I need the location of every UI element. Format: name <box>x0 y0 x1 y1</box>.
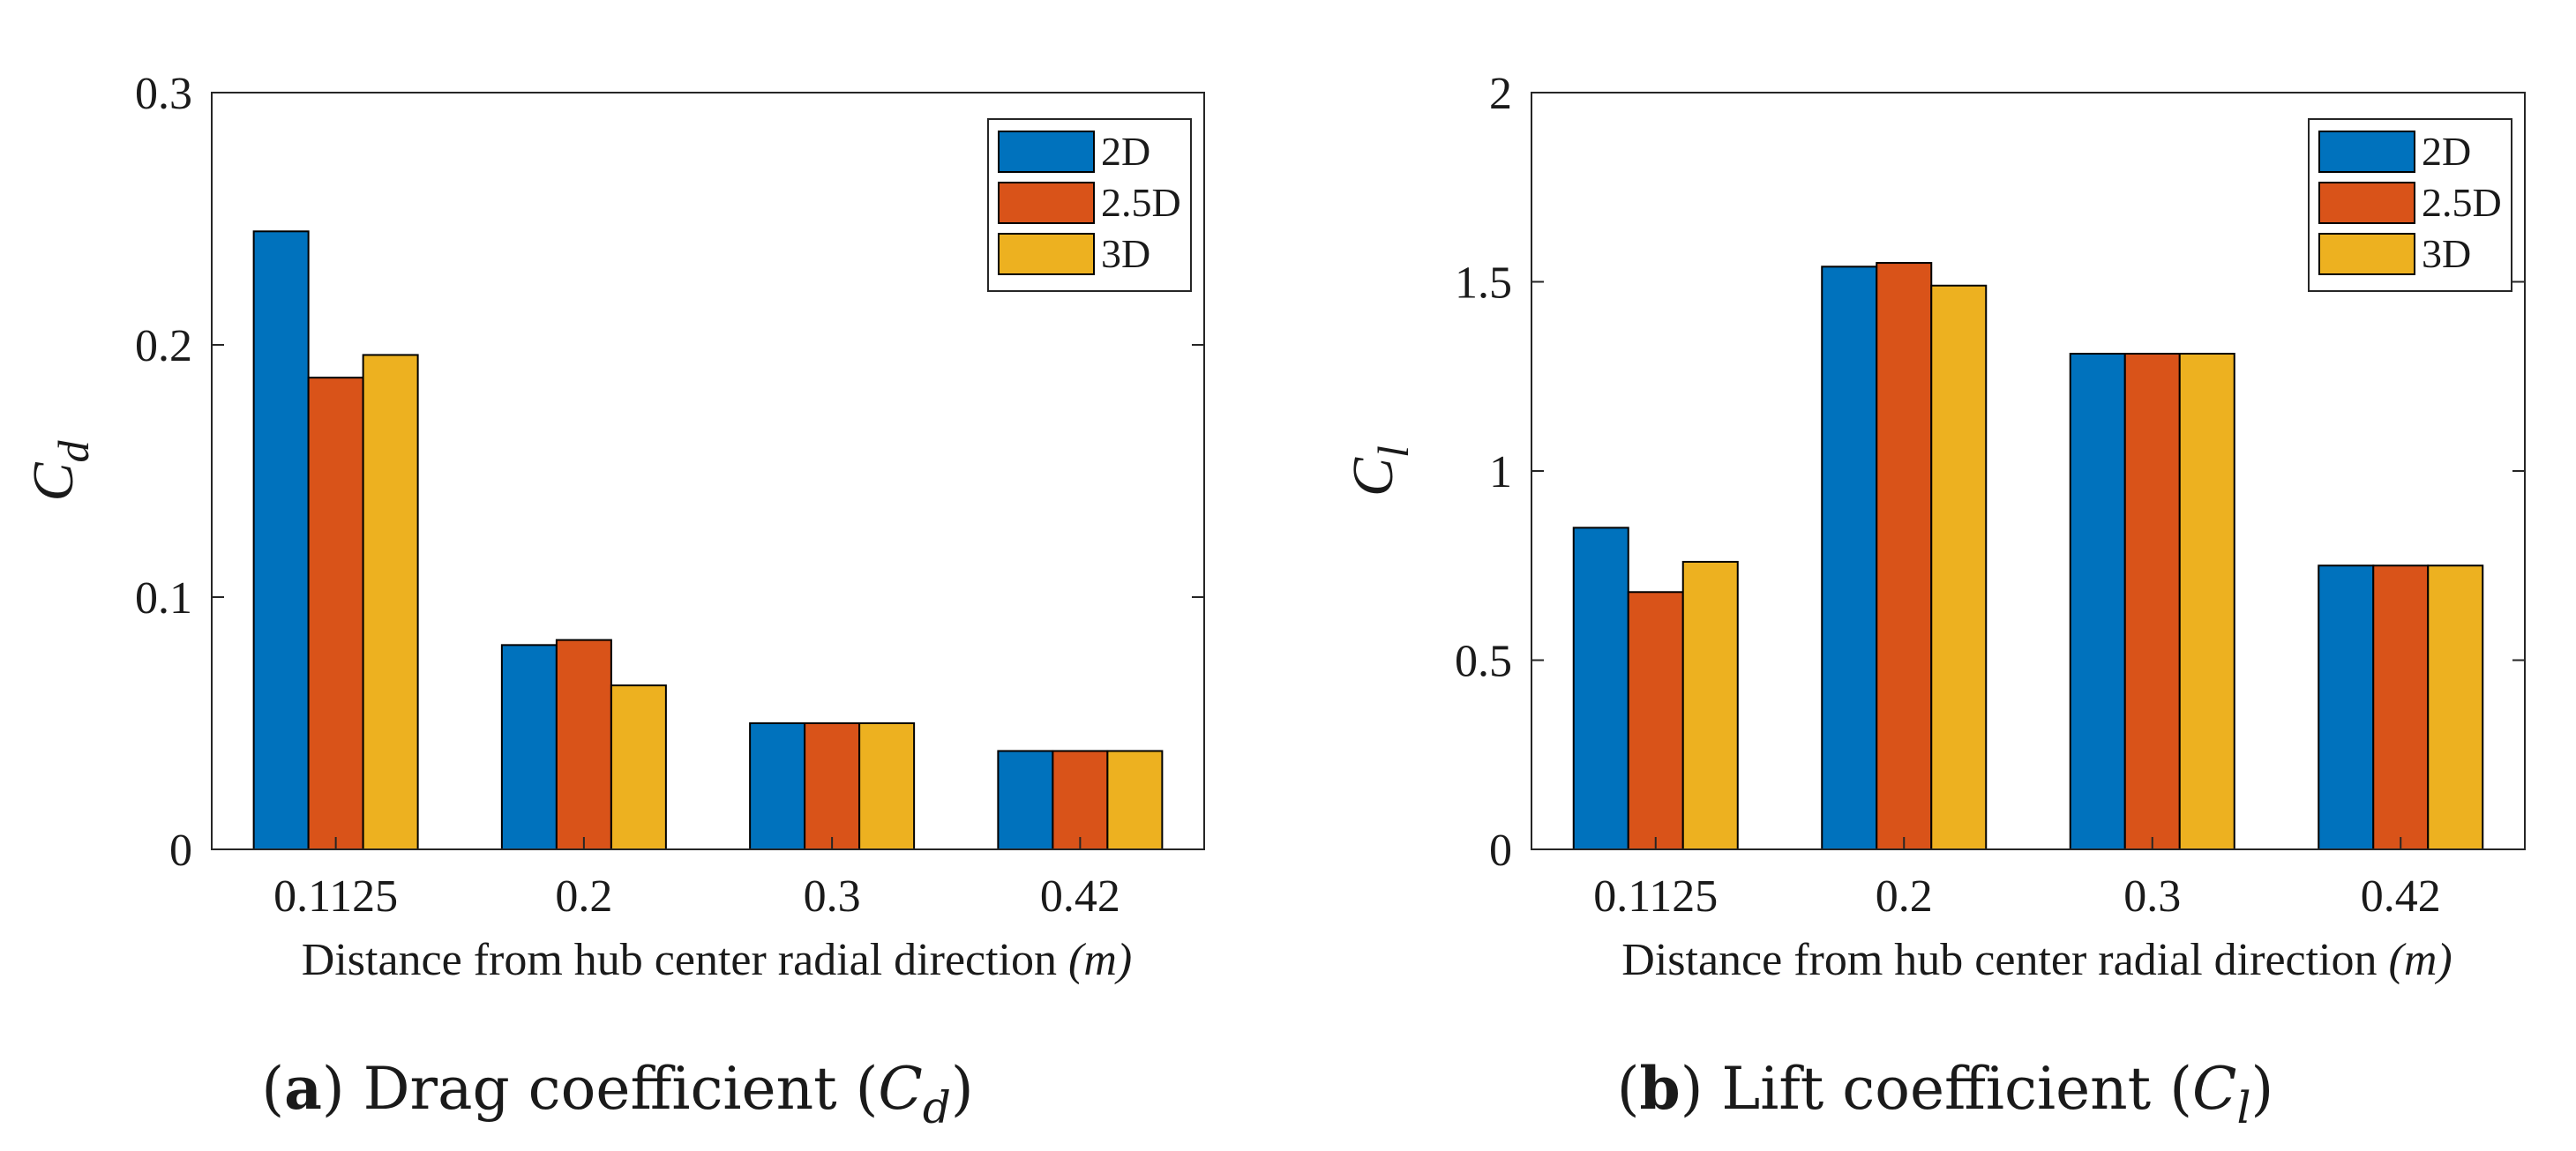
caption: (b) Lift coefficient (Cl) <box>1617 1054 2273 1133</box>
bar-3D-0.2 <box>610 684 667 850</box>
bar-2D-0.1125 <box>1572 527 1629 850</box>
y-tick-label: 2 <box>1489 69 1512 119</box>
legend: 2D 2.5D 3D <box>2308 118 2512 292</box>
y-tick-label: 0 <box>1489 826 1512 876</box>
caption-symbol-open: ( <box>2151 1055 2192 1123</box>
y-axis-title-symbol: C <box>1341 457 1405 497</box>
caption-symbol-close: ) <box>951 1055 974 1123</box>
x-axis-title: Distance from hub center radial directio… <box>302 935 1132 985</box>
x-tick-label: 0.42 <box>1040 871 1120 922</box>
bar-2D-0.3 <box>2069 353 2126 850</box>
bar-2.5D-0.3 <box>2123 353 2181 850</box>
caption-text: Lift coefficient <box>1721 1055 2151 1123</box>
bar-2D-0.42 <box>2318 564 2375 850</box>
legend-label-2.5D: 2.5D <box>2422 180 2502 225</box>
y-axis-title-symbol: C <box>21 462 86 502</box>
x-axis-title-text: Distance from hub center radial directio… <box>1621 935 2388 985</box>
x-axis-title-text: Distance from hub center radial directio… <box>302 935 1068 985</box>
x-tick-label: 0.1125 <box>1593 871 1718 922</box>
bar-2D-0.42 <box>997 750 1054 851</box>
y-tick-label: 1.5 <box>1455 258 1512 309</box>
caption: (a) Drag coefficient (Cd) <box>261 1054 973 1133</box>
legend-swatch-2.5D <box>2318 182 2415 224</box>
x-axis-title: Distance from hub center radial directio… <box>1621 935 2452 985</box>
caption-subscript: d <box>923 1082 951 1133</box>
caption-symbol: C <box>2192 1055 2237 1123</box>
bar-2.5D-0.42 <box>1052 750 1109 851</box>
legend-label-2.5D: 2.5D <box>1101 180 1181 225</box>
caption-letter: a <box>284 1054 322 1123</box>
x-tick-label: 0.3 <box>2123 871 2181 922</box>
legend-label-3D: 3D <box>1101 231 1150 276</box>
caption-open-paren: ( <box>261 1055 284 1123</box>
bar-2.5D-0.2 <box>1876 262 1933 850</box>
legend-label-2D: 2D <box>1101 129 1150 174</box>
y-axis-title-subscript: d <box>49 439 98 462</box>
x-tick-label: 0.1125 <box>273 871 398 922</box>
legend-label-2D: 2D <box>2422 129 2471 174</box>
x-tick-label: 0.2 <box>555 871 612 922</box>
chart-panel-b: 0 0.5 1 1.5 2 0.1125 0.2 0.3 0.42 Distance from h… <box>1341 69 2526 1133</box>
bar-2.5D-0.1125 <box>1627 591 1684 851</box>
caption-symbol-close: ) <box>2250 1055 2273 1123</box>
y-axis-title-subscript: l <box>1368 445 1418 458</box>
caption-letter: b <box>1640 1054 1681 1123</box>
legend-swatch-3D <box>2318 233 2415 275</box>
bar-3D-0.1125 <box>362 354 419 850</box>
bar-3D-0.42 <box>1106 750 1164 851</box>
bar-3D-0.3 <box>2178 353 2235 850</box>
caption-symbol-open: ( <box>837 1055 879 1123</box>
bar-2D-0.2 <box>1821 265 1878 850</box>
caption-subscript: l <box>2236 1082 2250 1133</box>
bar-2.5D-0.3 <box>804 722 861 850</box>
caption-close-paren: ) <box>1681 1055 1722 1123</box>
caption-open-paren: ( <box>1617 1055 1640 1123</box>
bar-3D-0.3 <box>858 722 916 850</box>
y-tick-label: 0.3 <box>135 69 192 119</box>
bar-3D-0.1125 <box>1681 560 1739 851</box>
x-tick-label: 0.42 <box>2361 871 2441 922</box>
bar-2.5D-0.1125 <box>307 377 364 850</box>
bar-2.5D-0.2 <box>555 639 612 850</box>
bar-3D-0.2 <box>1930 284 1988 851</box>
caption-close-paren: ) <box>322 1055 363 1123</box>
y-tick-label: 0 <box>169 826 192 876</box>
y-axis-title: Cd <box>21 439 98 501</box>
legend: 2D 2.5D 3D <box>987 118 1192 292</box>
x-axis-title-unit: (m) <box>2389 935 2452 985</box>
x-axis-title-unit: (m) <box>1068 935 1132 985</box>
bar-2D-0.2 <box>500 644 558 851</box>
axes-box <box>211 92 1205 850</box>
bar-2.5D-0.42 <box>2372 564 2430 850</box>
y-tick-label: 0.2 <box>135 321 192 371</box>
y-tick-label: 0.5 <box>1455 637 1512 687</box>
bar-3D-0.42 <box>2427 564 2484 850</box>
caption-symbol: C <box>878 1055 923 1123</box>
legend-swatch-3D <box>998 233 1095 275</box>
bar-2D-0.3 <box>749 722 806 850</box>
y-tick-label: 1 <box>1489 447 1512 497</box>
legend-swatch-2D <box>998 131 1095 173</box>
legend-swatch-2D <box>2318 131 2415 173</box>
y-axis-title: Cl <box>1341 445 1418 497</box>
x-tick-label: 0.2 <box>1876 871 1933 922</box>
legend-swatch-2.5D <box>998 182 1095 224</box>
x-tick-label: 0.3 <box>804 871 861 922</box>
bar-2D-0.1125 <box>252 230 310 850</box>
chart-panel-a: 0 0.1 0.2 0.3 0.1125 0.2 0.3 0.42 Distance from … <box>21 69 1205 1133</box>
y-tick-label: 0.1 <box>135 573 192 624</box>
legend-label-3D: 3D <box>2422 231 2471 276</box>
caption-text: Drag coefficient <box>363 1055 837 1123</box>
